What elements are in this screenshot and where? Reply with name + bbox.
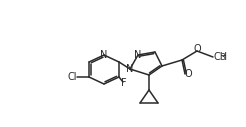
Text: O: O (184, 69, 192, 79)
Text: O: O (193, 44, 201, 54)
Text: Cl: Cl (67, 72, 77, 82)
Text: N: N (100, 50, 108, 60)
Text: F: F (121, 78, 127, 88)
Text: CH: CH (214, 52, 228, 62)
Text: N: N (134, 50, 142, 60)
Text: N: N (126, 64, 134, 74)
Text: 3: 3 (220, 53, 225, 62)
